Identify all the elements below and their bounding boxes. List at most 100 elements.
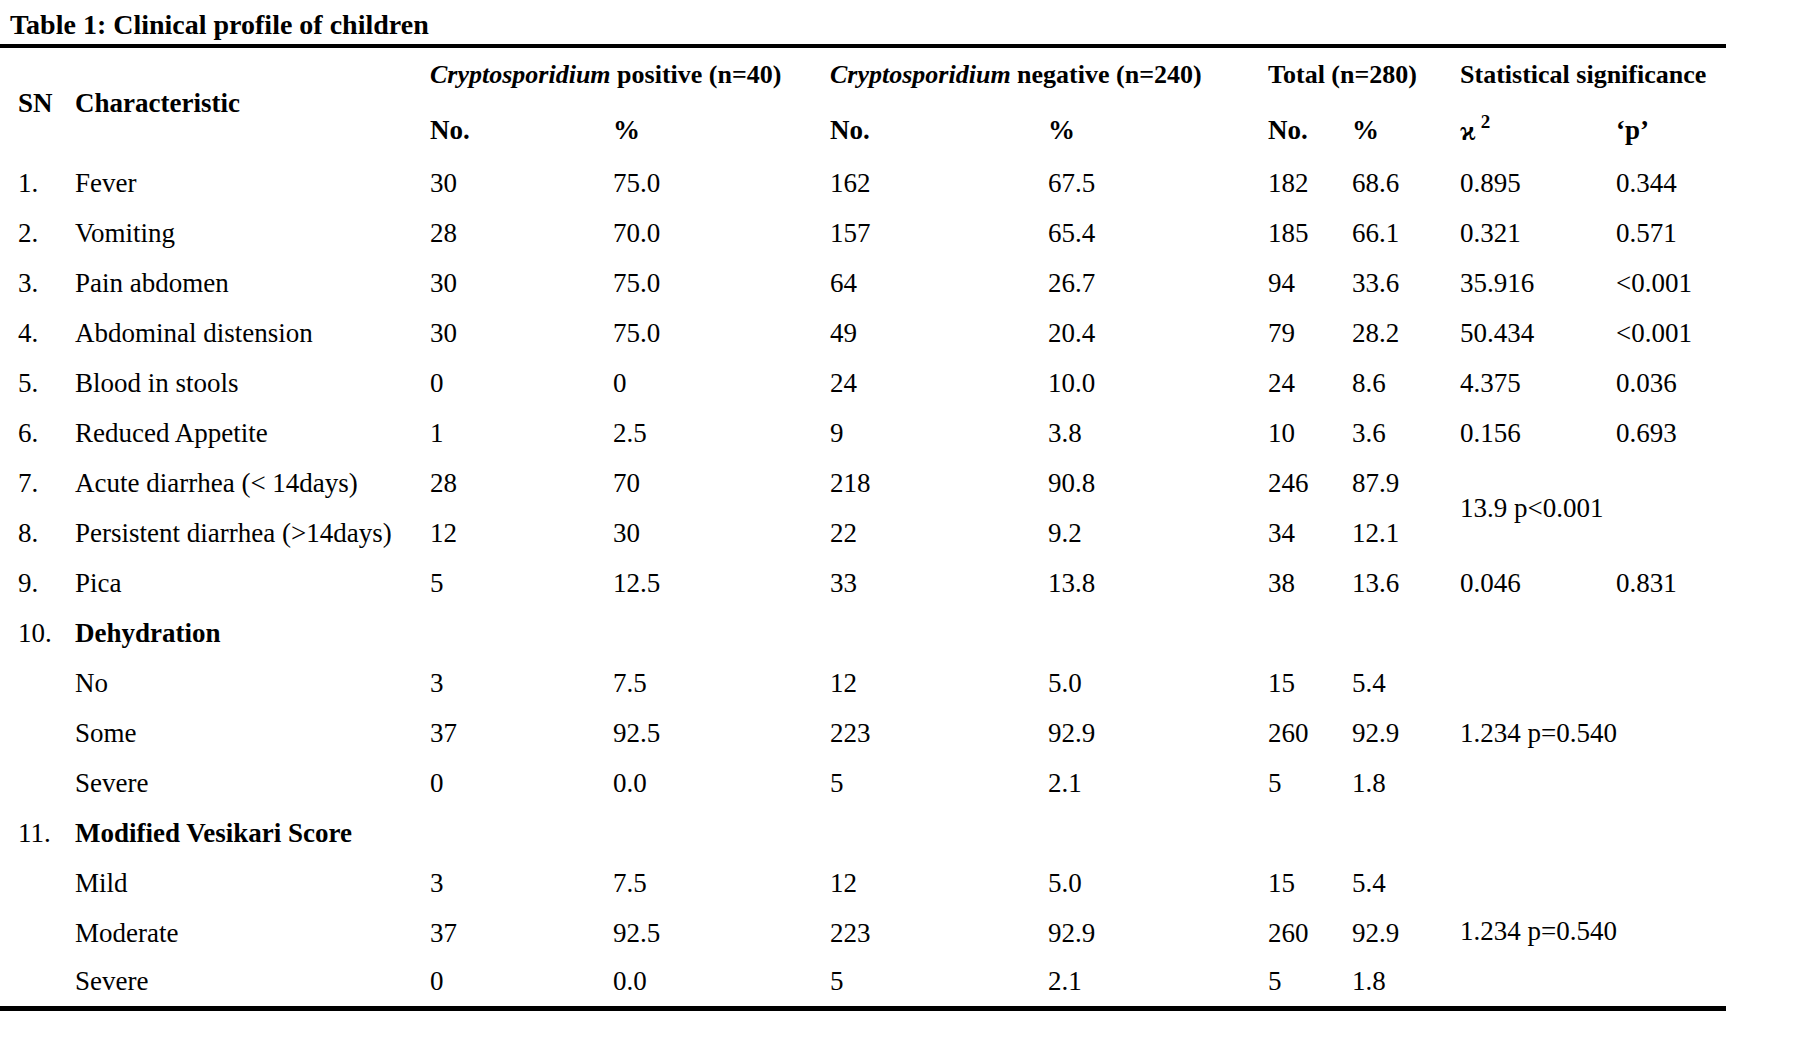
pos-no-cell: 28	[430, 208, 613, 258]
neg-pct-cell: 5.0	[1048, 858, 1268, 908]
pos-pct-cell	[613, 608, 830, 658]
sn-cell	[0, 958, 75, 1008]
total-pct-cell: 12.1	[1352, 508, 1460, 558]
pos-no-cell: 37	[430, 708, 613, 758]
total-pct-cell: 87.9	[1352, 458, 1460, 508]
total-no-cell: 5	[1268, 758, 1352, 808]
characteristic-cell: Some	[75, 708, 430, 758]
sn-cell: 7.	[0, 458, 75, 508]
table-row: 5. Blood in stools 0 0 24 10.0 24 8.6 4.…	[0, 358, 1726, 408]
pos-no-cell: 1	[430, 408, 613, 458]
sn-cell: 5.	[0, 358, 75, 408]
total-no-cell: 24	[1268, 358, 1352, 408]
pos-no-cell: 0	[430, 358, 613, 408]
neg-no-cell: 22	[830, 508, 1048, 558]
characteristic-cell: Fever	[75, 158, 430, 208]
no-subheader: No.	[430, 102, 613, 158]
pos-pct-cell: 7.5	[613, 858, 830, 908]
table-row: 9. Pica 5 12.5 33 13.8 38 13.6 0.046 0.8…	[0, 558, 1726, 608]
sn-cell: 2.	[0, 208, 75, 258]
pos-pct-cell: 0	[613, 358, 830, 408]
sn-cell	[0, 658, 75, 708]
total-no-cell: 34	[1268, 508, 1352, 558]
characteristic-cell: Blood in stools	[75, 358, 430, 408]
neg-no-cell	[830, 608, 1048, 658]
p-subheader: ‘p’	[1616, 102, 1726, 158]
chi-square-cell: 0.046	[1460, 558, 1616, 608]
neg-pct-cell: 9.2	[1048, 508, 1268, 558]
chi-exponent: 2	[1481, 111, 1491, 132]
characteristic-cell: Moderate	[75, 908, 430, 958]
p-value-cell: 0.693	[1616, 408, 1726, 458]
neg-pct-cell: 26.7	[1048, 258, 1268, 308]
crypto-negative-group-header: Cryptosporidium negative (n=240)	[830, 46, 1268, 102]
total-pct-cell: 5.4	[1352, 658, 1460, 708]
sn-cell: 9.	[0, 558, 75, 608]
pos-no-cell: 30	[430, 158, 613, 208]
merged-stat-cell: 1.234 p=0.540	[1460, 658, 1726, 808]
sn-cell: 11.	[0, 808, 75, 858]
neg-no-cell: 12	[830, 658, 1048, 708]
neg-no-cell: 218	[830, 458, 1048, 508]
total-no-cell	[1268, 808, 1352, 858]
total-pct-cell: 68.6	[1352, 158, 1460, 208]
total-pct-cell: 28.2	[1352, 308, 1460, 358]
neg-no-cell: 12	[830, 858, 1048, 908]
pos-no-cell	[430, 608, 613, 658]
chi-square-cell: 0.321	[1460, 208, 1616, 258]
pos-pct-cell: 75.0	[613, 158, 830, 208]
neg-no-cell: 162	[830, 158, 1048, 208]
pos-no-cell: 0	[430, 758, 613, 808]
total-no-cell: 38	[1268, 558, 1352, 608]
pos-no-cell: 3	[430, 658, 613, 708]
pos-pct-cell: 75.0	[613, 258, 830, 308]
p-value-cell: 0.036	[1616, 358, 1726, 408]
table-row: No 3 7.5 12 5.0 15 5.4 1.234 p=0.540	[0, 658, 1726, 708]
pos-pct-cell: 92.5	[613, 908, 830, 958]
neg-no-cell: 9	[830, 408, 1048, 458]
paper-page: Table 1: Clinical profile of children SN…	[0, 0, 1794, 1011]
p-value-cell: <0.001	[1616, 308, 1726, 358]
characteristic-cell: Reduced Appetite	[75, 408, 430, 458]
chi-square-cell	[1460, 608, 1616, 658]
p-value-cell: <0.001	[1616, 258, 1726, 308]
characteristic-cell: No	[75, 658, 430, 708]
total-no-cell: 94	[1268, 258, 1352, 308]
pos-pct-cell	[613, 808, 830, 858]
sn-cell: 10.	[0, 608, 75, 658]
characteristic-cell: Acute diarrhea (< 14days)	[75, 458, 430, 508]
no-subheader: No.	[1268, 102, 1352, 158]
neg-pct-cell	[1048, 808, 1268, 858]
pct-subheader: %	[613, 102, 830, 158]
neg-pct-cell: 20.4	[1048, 308, 1268, 358]
chi-square-cell: 0.156	[1460, 408, 1616, 458]
p-value-cell: 0.571	[1616, 208, 1726, 258]
p-value-cell	[1616, 608, 1726, 658]
chi-square-cell: 4.375	[1460, 358, 1616, 408]
characteristic-cell: Pica	[75, 558, 430, 608]
characteristic-cell: Vomiting	[75, 208, 430, 258]
no-subheader: No.	[830, 102, 1048, 158]
chi-square-cell: 0.895	[1460, 158, 1616, 208]
pos-no-cell: 0	[430, 958, 613, 1008]
pos-no-cell: 30	[430, 308, 613, 358]
group-label: Total (n=280)	[1268, 60, 1417, 89]
pos-no-cell	[430, 808, 613, 858]
total-pct-cell: 3.6	[1352, 408, 1460, 458]
neg-pct-cell: 92.9	[1048, 908, 1268, 958]
crypto-positive-group-header: Cryptosporidium positive (n=40)	[430, 46, 830, 102]
pos-pct-cell: 70	[613, 458, 830, 508]
pos-pct-cell: 70.0	[613, 208, 830, 258]
sn-cell: 6.	[0, 408, 75, 458]
table-row: 1. Fever 30 75.0 162 67.5 182 68.6 0.895…	[0, 158, 1726, 208]
total-no-cell: 15	[1268, 658, 1352, 708]
neg-pct-cell: 67.5	[1048, 158, 1268, 208]
total-no-cell: 5	[1268, 958, 1352, 1008]
genus-italic-label: Cryptosporidium	[830, 60, 1011, 89]
p-value-cell	[1616, 808, 1726, 858]
pos-no-cell: 28	[430, 458, 613, 508]
p-value-cell: 0.344	[1616, 158, 1726, 208]
characteristic-cell: Abdominal distension	[75, 308, 430, 358]
sn-cell: 3.	[0, 258, 75, 308]
characteristic-cell: Severe	[75, 958, 430, 1008]
